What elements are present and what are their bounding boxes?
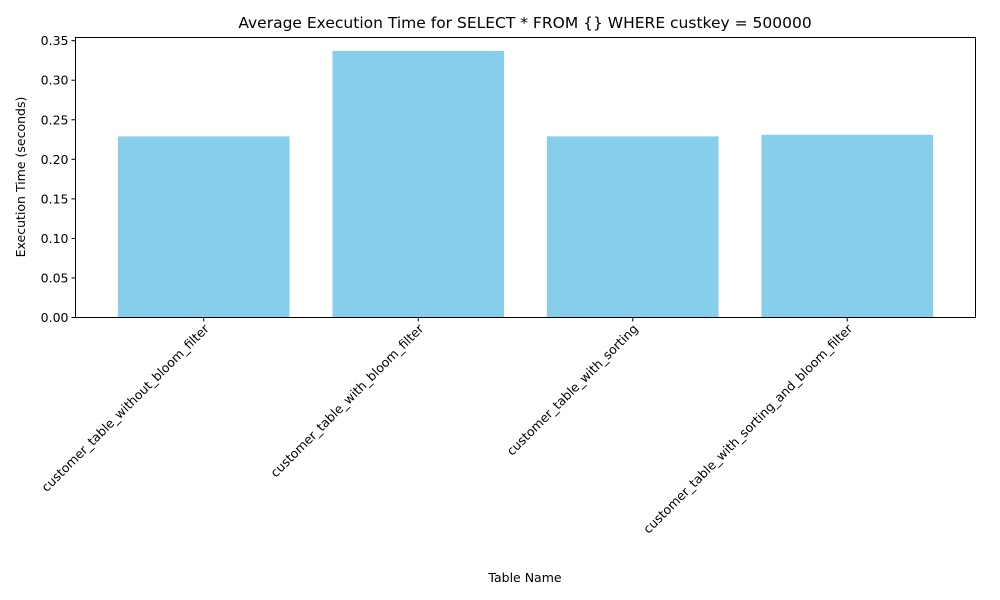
x-tick-label: customer_table_with_sorting [503,321,640,458]
bar-2 [332,50,505,318]
bar-1 [117,136,290,318]
bar-3 [546,136,719,318]
x-tick-label: customer_table_with_sorting_and_bloom_fi… [640,320,856,536]
y-tick-label: 0.10 [41,231,69,246]
y-tick-label: 0.30 [41,73,69,88]
x-tick-label: customer_table_with_bloom_filter [267,320,427,480]
y-axis-label: Execution Time (seconds) [13,97,28,258]
y-tick-label: 0.35 [41,33,69,48]
y-tick-label: 0.25 [41,112,69,127]
y-tick-label: 0.05 [41,270,69,285]
plot-frame [75,37,976,318]
y-tick-label: 0.20 [41,152,69,167]
y-tick-label: 0.00 [41,310,69,325]
x-axis-label: Table Name [487,570,561,585]
x-tick-label: customer_table_without_bloom_filter [38,320,212,494]
chart-title: Average Execution Time for SELECT * FROM… [238,14,811,32]
y-tick-label: 0.15 [41,191,69,206]
bar-4 [761,134,934,318]
